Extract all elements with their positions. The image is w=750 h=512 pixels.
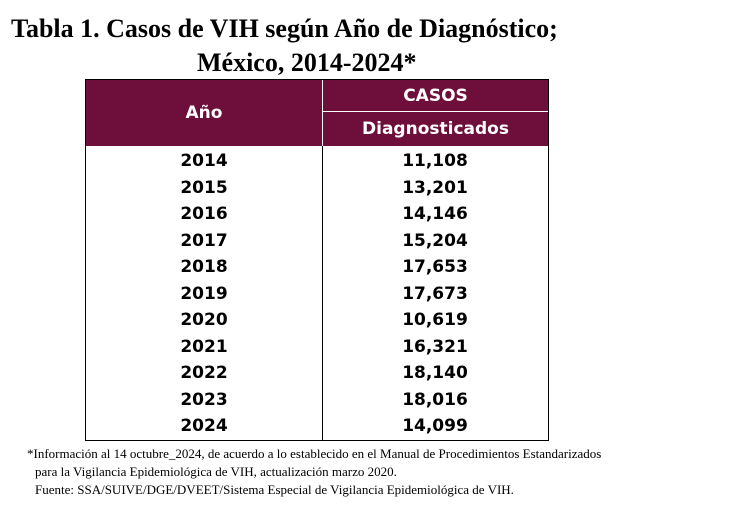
header-cases: CASOS — [403, 85, 468, 106]
footnote-line-2: para la Vigilancia Epidemiológica de VIH… — [35, 464, 397, 479]
cell-cases: 14,146 — [402, 204, 468, 224]
table-row: 2018 17,653 — [86, 254, 548, 281]
cell-year: 2019 — [180, 283, 228, 304]
header-year: Año — [185, 103, 223, 123]
cell-cases: 17,653 — [402, 257, 468, 277]
table-row: 2021 16,321 — [86, 334, 548, 361]
table-row: 2017 15,204 — [86, 228, 548, 255]
table-row: 2023 18,016 — [86, 387, 548, 414]
footnote-line-1: *Información al 14 octubre_2024, de acue… — [27, 446, 602, 461]
cell-cases: 18,016 — [402, 389, 468, 410]
table-row: 2016 14,146 — [86, 201, 548, 228]
header-diagnosed: Diagnosticados — [362, 119, 509, 139]
cell-cases: 14,099 — [402, 416, 468, 436]
table-row: 2015 13,201 — [86, 175, 548, 202]
cell-cases: 13,201 — [402, 177, 468, 198]
header-divider-vertical — [322, 80, 323, 146]
cell-year: 2022 — [180, 363, 228, 383]
table-row: 2020 10,619 — [86, 307, 548, 334]
cell-year: 2018 — [180, 257, 228, 277]
cell-year: 2021 — [180, 336, 228, 357]
cell-year: 2020 — [180, 310, 228, 330]
table-body: 2014 11,108 2015 13,201 2016 14,146 2017… — [86, 148, 548, 440]
footnote: *Información al 14 octubre_2024, de acue… — [27, 445, 747, 499]
cell-year: 2015 — [180, 177, 228, 198]
cell-cases: 10,619 — [402, 310, 468, 330]
cell-cases: 16,321 — [402, 336, 468, 357]
cell-cases: 17,673 — [402, 283, 468, 304]
cases-table: Año CASOS Diagnosticados 2014 11,108 201… — [85, 79, 549, 441]
column-divider — [322, 146, 323, 440]
cell-cases: 11,108 — [402, 151, 468, 171]
cell-year: 2023 — [180, 389, 228, 410]
table-row: 2014 11,108 — [86, 148, 548, 175]
cell-year: 2014 — [180, 151, 228, 171]
cell-cases: 15,204 — [402, 230, 468, 251]
title-line-2: México, 2014-2024* — [197, 48, 417, 77]
cell-year: 2024 — [180, 416, 228, 436]
table-header: Año CASOS Diagnosticados — [86, 80, 548, 146]
cell-year: 2017 — [180, 230, 228, 251]
title-line-1: Tabla 1. Casos de VIH según Año de Diagn… — [11, 14, 558, 43]
table-row: 2022 18,140 — [86, 360, 548, 387]
footnote-source: Fuente: SSA/SUIVE/DGE/DVEET/Sistema Espe… — [35, 482, 514, 497]
table-row: 2019 17,673 — [86, 281, 548, 308]
table-row: 2024 14,099 — [86, 413, 548, 440]
header-divider-horizontal — [323, 111, 548, 112]
cell-cases: 18,140 — [402, 363, 468, 383]
cell-year: 2016 — [180, 204, 228, 224]
